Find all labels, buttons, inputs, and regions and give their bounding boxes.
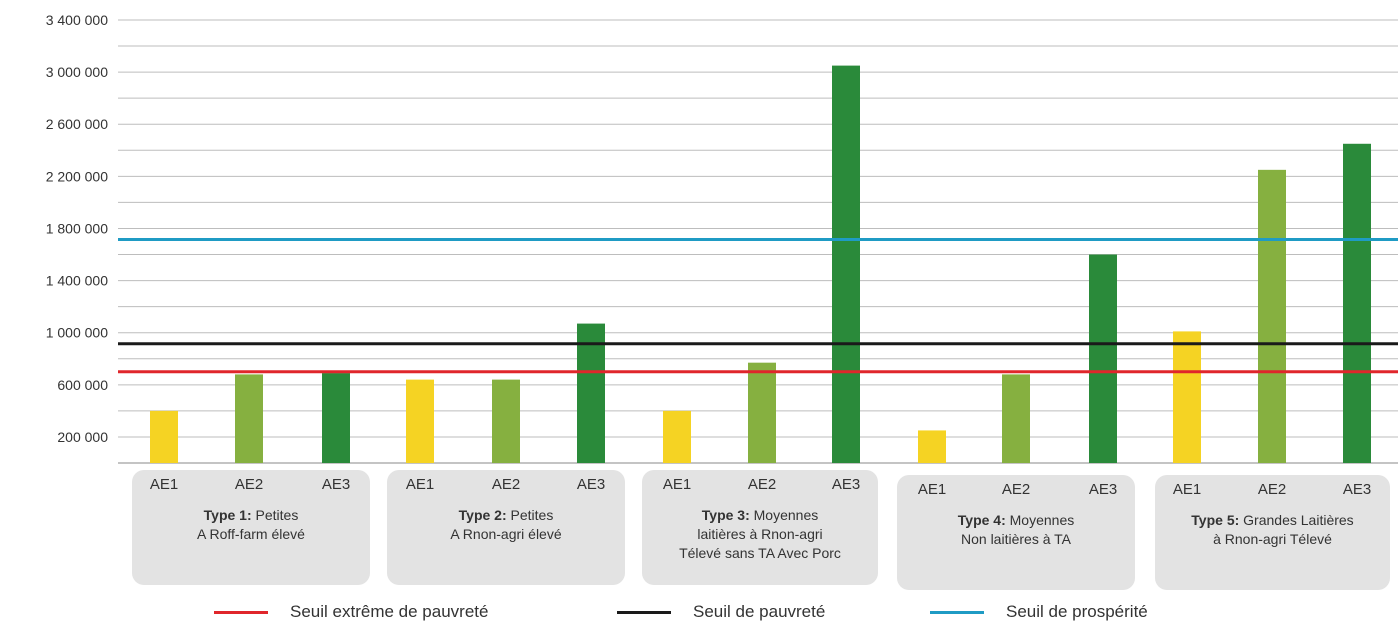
y-tick-label: 1 800 000 xyxy=(46,220,108,236)
group-title-bold: Type 1: xyxy=(203,507,252,523)
bar-ae1 xyxy=(150,410,178,463)
bar-ae2 xyxy=(1002,374,1030,463)
bar-ae3 xyxy=(832,65,860,464)
group-panel-type-4: AE1 AE2 AE3 Type 4: Moyennes Non laitières à… xyxy=(897,475,1135,590)
category-labels: AE1 AE2 AE3 xyxy=(132,476,370,496)
legend: Seuil extrême de pauvreté Seuil de pauvr… xyxy=(0,602,1398,626)
bar-ae1 xyxy=(1173,331,1201,463)
x-tick-label: AE2 xyxy=(1257,481,1287,498)
bar-ae3 xyxy=(1089,254,1117,463)
legend-swatch-extreme-poverty xyxy=(214,610,268,614)
legend-label-poverty: Seuil de pauvreté xyxy=(693,602,826,621)
bar-ae2 xyxy=(235,374,263,463)
x-tick-label: AE3 xyxy=(1342,481,1372,498)
category-labels: AE1 AE2 AE3 xyxy=(387,476,625,496)
group-panel-type-5: AE1 AE2 AE3 Type 5: Grandes Laitières à Rnon… xyxy=(1155,475,1390,590)
legend-label-extreme-poverty: Seuil extrême de pauvreté xyxy=(290,602,489,621)
y-tick-label: 2 600 000 xyxy=(46,116,108,132)
x-tick-label: AE3 xyxy=(1088,481,1118,498)
legend-swatch-poverty xyxy=(617,610,671,614)
legend-label-prosperity: Seuil de prospérité xyxy=(1006,602,1148,621)
legend-item-poverty: Seuil de pauvreté xyxy=(617,602,825,622)
category-labels: AE1 AE2 AE3 xyxy=(897,481,1135,501)
group-title-bold: Type 4: xyxy=(957,512,1006,528)
group-title-bold: Type 3: xyxy=(701,507,750,523)
group-panel-type-1: AE1 AE2 AE3 Type 1: Petites A Roff-farm élev… xyxy=(132,470,370,585)
legend-swatch-prosperity xyxy=(930,610,984,614)
group-title-line: à Rnon-agri Télevé xyxy=(1213,531,1332,547)
bar-ae3 xyxy=(1343,143,1371,463)
x-tick-label: AE1 xyxy=(1172,481,1202,498)
group-title: Type 2: Petites A Rnon-agri élevé xyxy=(387,506,625,544)
bar-ae2 xyxy=(492,379,520,463)
x-tick-label: AE1 xyxy=(917,481,947,498)
legend-item-prosperity: Seuil de prospérité xyxy=(930,602,1148,622)
bars xyxy=(150,65,1371,464)
bar-ae3 xyxy=(577,323,605,463)
bar-ae1 xyxy=(406,379,434,463)
group-panel-type-3: AE1 AE2 AE3 Type 3: Moyennes laitières à Rno… xyxy=(642,470,878,585)
group-title-bold: Type 5: xyxy=(1191,512,1240,528)
group-title: Type 5: Grandes Laitières à Rnon-agri Tél… xyxy=(1155,511,1390,549)
bar-ae3 xyxy=(322,373,350,463)
x-tick-label: AE1 xyxy=(405,476,435,493)
x-tick-label: AE3 xyxy=(576,476,606,493)
group-panel-type-2: AE1 AE2 AE3 Type 2: Petites A Rnon-agri élev… xyxy=(387,470,625,585)
y-tick-label: 1 000 000 xyxy=(46,325,108,341)
y-tick-label: 3 400 000 xyxy=(46,12,108,28)
group-title-line: Non laitières à TA xyxy=(961,531,1071,547)
x-tick-label: AE2 xyxy=(1001,481,1031,498)
x-tick-label: AE2 xyxy=(747,476,777,493)
category-labels: AE1 AE2 AE3 xyxy=(642,476,878,496)
bar-ae2 xyxy=(1258,169,1286,463)
y-tick-label: 3 000 000 xyxy=(46,64,108,80)
threshold-lines xyxy=(118,238,1398,374)
bar-ae1 xyxy=(918,430,946,463)
legend-item-extreme-poverty: Seuil extrême de pauvreté xyxy=(214,602,488,622)
bar-ae1 xyxy=(663,410,691,463)
x-tick-label: AE2 xyxy=(491,476,521,493)
group-title-line: laitières à Rnon-agri xyxy=(697,526,823,542)
bar-ae2 xyxy=(748,362,776,463)
group-title-line: A Rnon-agri élevé xyxy=(450,526,562,542)
category-labels: AE1 AE2 AE3 xyxy=(1155,481,1390,501)
x-tick-label: AE3 xyxy=(831,476,861,493)
y-tick-label: 2 200 000 xyxy=(46,168,108,184)
y-tick-label: 200 000 xyxy=(57,429,108,445)
group-title: Type 1: Petites A Roff-farm élevé xyxy=(132,506,370,544)
group-title-line: Télevé sans TA Avec Porc xyxy=(679,545,841,561)
x-tick-label: AE3 xyxy=(321,476,351,493)
y-tick-label: 600 000 xyxy=(57,377,108,393)
group-title: Type 4: Moyennes Non laitières à TA xyxy=(897,511,1135,549)
group-title-rest: Petites xyxy=(506,507,554,523)
group-title-rest: Moyennes xyxy=(749,507,819,523)
group-title-rest: Moyennes xyxy=(1005,512,1075,528)
x-tick-label: AE1 xyxy=(149,476,179,493)
y-axis-ticks: 3 400 000 3 000 000 2 600 000 2 200 000 1 80… xyxy=(46,12,109,445)
group-title-line: A Roff-farm élevé xyxy=(197,526,305,542)
x-tick-label: AE1 xyxy=(662,476,692,493)
y-tick-label: 1 400 000 xyxy=(46,273,108,289)
x-tick-label: AE2 xyxy=(234,476,264,493)
group-title-bold: Type 2: xyxy=(458,507,507,523)
group-title: Type 3: Moyennes laitières à Rnon-agri Tél… xyxy=(642,506,878,563)
group-title-rest: Petites xyxy=(251,507,299,523)
group-title-rest: Grandes Laitières xyxy=(1239,512,1354,528)
